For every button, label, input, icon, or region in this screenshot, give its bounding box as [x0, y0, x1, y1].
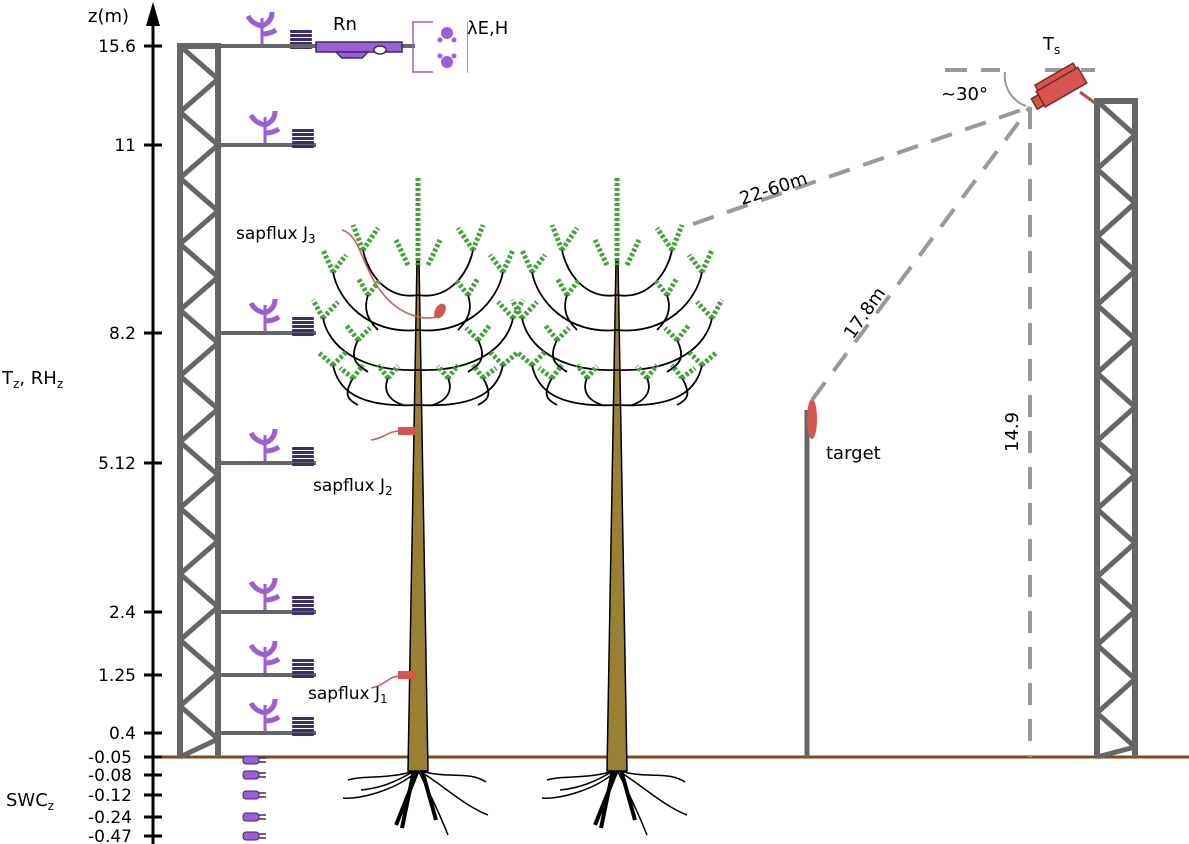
branches [521, 249, 713, 407]
sapflux-sensor-j3 [341, 229, 446, 319]
soil-probe-icon [242, 755, 266, 765]
target-label: target [826, 443, 881, 464]
thermal-camera-icon [1030, 62, 1096, 111]
axis-ticks-above-ground: 15.6 11 8.2 5.12 2.4 1.25 0.4 [98, 37, 162, 744]
sapflux-j3-label: sapflux J3 [236, 224, 316, 246]
anemometer-icon [248, 698, 281, 731]
radiation-shield-icon [292, 717, 314, 736]
axis-tick-label: 1.25 [98, 666, 136, 686]
net-radiometer-icon [216, 41, 415, 59]
soil-probe-icon [242, 831, 266, 841]
soil-water-content-label: SWCz [6, 790, 54, 813]
tree-right [509, 178, 725, 836]
measurement-tower [177, 43, 221, 760]
anemometer-icon [245, 11, 278, 44]
sapflux-sensor-j1 [370, 671, 416, 689]
foliage [509, 178, 725, 380]
eddy-covariance-icon [412, 20, 468, 74]
foliage [310, 178, 526, 380]
axis-tick-label: 15.6 [98, 37, 136, 57]
anemometer-icon [248, 577, 281, 610]
axis-tick-label: 11 [114, 136, 136, 156]
radiation-shield-icon [292, 317, 314, 336]
sapflux-j2-label: sapflux J2 [313, 476, 393, 498]
axis-tick-label: -0.05 [88, 748, 132, 768]
axis-tick-label: -0.08 [88, 766, 132, 786]
distance-far-label: 22-60m [737, 168, 810, 210]
view-lines [692, 68, 1095, 757]
sapflux-sensor-j2 [370, 427, 416, 441]
soil-probes [242, 755, 266, 841]
angle-label: ~30° [941, 84, 988, 105]
axis-ticks-soil: -0.05-0.08-0.12-0.24-0.47 [88, 748, 162, 844]
axis-tick-label: 2.4 [109, 603, 136, 623]
anemometer-icon [248, 640, 281, 673]
axis-tick-label: 8.2 [109, 324, 136, 344]
target-pole [804, 399, 817, 757]
camera-height-label: 14.9 [1002, 412, 1023, 452]
trunk [407, 259, 429, 772]
latent-sensible-heat-label: λE,H [467, 18, 508, 39]
distance-near-label: 17.8m [840, 284, 890, 343]
radiation-shield-icon [292, 659, 314, 678]
soil-probe-icon [242, 790, 266, 800]
axis-tick-label: -0.47 [88, 827, 132, 844]
trunk [606, 259, 628, 772]
angle-arc [1003, 71, 1027, 107]
sapflux-j1-label: sapflux J1 [308, 684, 388, 706]
anemometer-icon [248, 428, 281, 461]
axis-tick-label: -0.12 [88, 786, 132, 806]
net-radiation-label: Rn [333, 14, 357, 35]
radiation-shield-icon [292, 596, 314, 615]
axis-tick-label: 0.4 [109, 724, 136, 744]
axis-tick-label: 5.12 [98, 454, 136, 474]
anemometer-icon [248, 298, 281, 331]
temperature-humidity-label: Tz, RHz [1, 368, 63, 391]
surface-temperature-label: Ts [1042, 34, 1060, 57]
branches [322, 249, 514, 407]
roots [541, 769, 688, 836]
anemometer-icon [248, 110, 281, 143]
camera-tower [1094, 98, 1138, 760]
soil-probe-icon [242, 812, 266, 822]
axis-tick-label: -0.24 [88, 808, 132, 828]
roots [342, 769, 489, 836]
soil-probe-icon [242, 770, 266, 780]
tree-left [310, 178, 526, 836]
z-axis [146, 2, 160, 844]
sensor-arms [216, 11, 316, 736]
axis-title: z(m) [88, 6, 129, 27]
radiation-shield-icon [292, 129, 314, 148]
radiation-shield-icon [292, 447, 314, 466]
